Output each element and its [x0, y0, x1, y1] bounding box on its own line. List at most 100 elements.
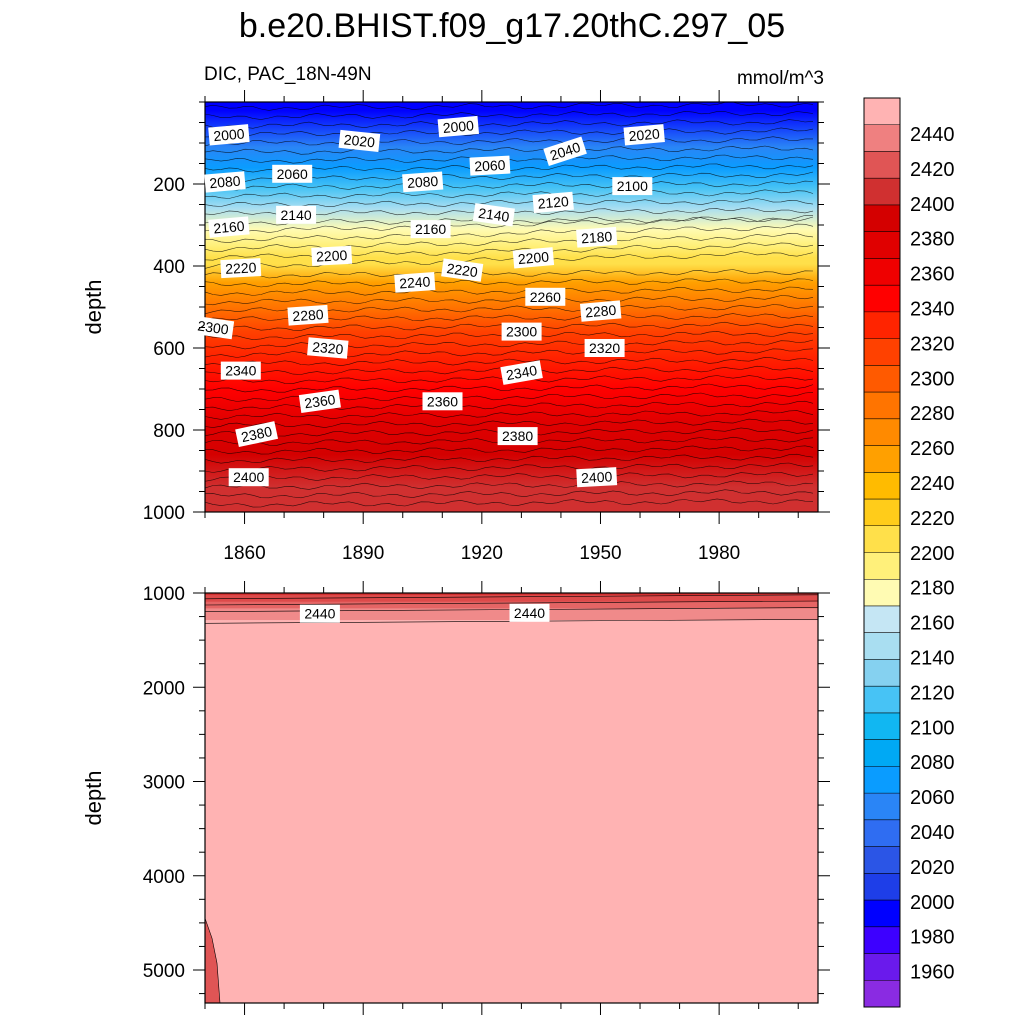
contour-label: 2000 [208, 124, 250, 146]
contour-label-box [579, 300, 622, 322]
contour-label: 2180 [576, 226, 618, 248]
units-label: mmol/m^3 [736, 68, 824, 89]
colorbar-label: 2180 [910, 578, 955, 600]
lower-band [205, 595, 818, 602]
lower-band [205, 593, 818, 596]
contour-label: 2300 [501, 322, 542, 341]
contour-line [205, 445, 814, 455]
y-axis-label: depth [81, 279, 106, 334]
colorbar-swatch [864, 766, 900, 794]
contour-line [205, 110, 814, 120]
colorbar-label: 2440 [910, 124, 955, 146]
contour-label-box [543, 136, 587, 166]
colorbar-swatch [864, 552, 900, 580]
colorbar-swatch [864, 980, 900, 1008]
y-tick-label: 200 [153, 175, 185, 196]
colorbar-swatch [864, 392, 900, 420]
contour-line [205, 286, 814, 296]
contour-line [205, 223, 814, 244]
contour-label-box [576, 467, 618, 488]
contour-line [205, 472, 814, 482]
colorbar-swatch [864, 793, 900, 821]
contour-line [205, 251, 814, 269]
contour-label-box [307, 337, 349, 359]
variable-region-label: DIC, PAC_18N-49N [204, 64, 372, 85]
contour-line [205, 127, 814, 138]
colorbar-label: 2120 [910, 682, 955, 704]
colorbar-swatch [864, 204, 900, 232]
contour-label-text: 2200 [316, 247, 348, 265]
contour-label-box [220, 258, 262, 279]
contour-label-text: 2140 [477, 205, 510, 225]
contour-label: 2060 [469, 155, 511, 176]
contour-label-text: 2020 [628, 125, 661, 144]
contour-label: 2140 [276, 205, 317, 224]
x-tick-label: 1950 [579, 543, 621, 564]
colorbar-label: 2240 [910, 473, 955, 495]
y-axis-label: depth [81, 770, 106, 825]
contour-label: 2100 [612, 177, 653, 196]
contour-label-text: 2340 [505, 362, 539, 383]
colorbar-swatch [864, 953, 900, 981]
contour-label: 2320 [307, 337, 349, 359]
colorbar-swatch [864, 311, 900, 339]
contour-label-box [208, 216, 250, 238]
colorbar-swatch [864, 686, 900, 714]
contour-label-box [276, 205, 317, 224]
contour-line [205, 145, 814, 155]
colorbar-label: 1980 [910, 927, 955, 949]
colorbar-label: 1960 [910, 962, 955, 984]
colorbar-swatch [864, 338, 900, 366]
colorbar-label: 2040 [910, 822, 955, 844]
y-tick-label: 800 [153, 421, 185, 442]
contour-label-box [623, 124, 665, 146]
contour-label-text: 2140 [281, 207, 312, 223]
contour-label: 2080 [204, 171, 246, 193]
contour-label-text: 2000 [213, 125, 246, 144]
contour-label-text: 2440 [514, 605, 545, 621]
y-tick-label: 5000 [143, 961, 185, 982]
y-tick-label: 4000 [143, 867, 185, 888]
contour-label-text: 2120 [537, 193, 570, 212]
colorbar-swatch [864, 98, 900, 126]
contour-line [205, 119, 814, 129]
colorbar-swatch [864, 846, 900, 874]
contour-label-text: 2400 [233, 469, 264, 485]
colorbar-swatch [864, 926, 900, 954]
x-tick-label: 1920 [461, 543, 503, 564]
contour-line [205, 480, 814, 490]
y-tick-label: 2000 [143, 678, 185, 699]
contour-label-text: 2300 [197, 317, 230, 337]
contour-label-box [192, 315, 235, 340]
colorbar-label: 2340 [910, 299, 955, 321]
contour-line [205, 453, 814, 464]
contour-line [205, 498, 814, 508]
colorbar-swatch [864, 499, 900, 527]
contour-label-text: 2360 [427, 393, 458, 409]
y-tick-label: 1000 [143, 503, 185, 524]
contour-line [205, 215, 813, 234]
colorbar-swatch [864, 579, 900, 607]
contour-label-box [410, 220, 451, 239]
y-tick-label: 3000 [143, 773, 185, 794]
contour-line [205, 269, 814, 279]
colorbar-swatch [864, 659, 900, 687]
colorbar-swatch [864, 605, 900, 634]
colorbar-label: 2200 [910, 543, 955, 565]
colorbar-label: 2280 [910, 403, 955, 425]
contour-label-box [338, 129, 381, 152]
contour-label: 2280 [287, 304, 329, 326]
contour-line [205, 232, 814, 253]
contour-label-box [299, 604, 340, 623]
contour-label-box [298, 389, 341, 413]
colorbar-label: 2080 [910, 752, 955, 774]
contour-line [204, 594, 819, 600]
colorbar-label: 2400 [910, 194, 955, 216]
colorbar-swatch [864, 124, 900, 152]
colorbar-swatch [864, 365, 900, 393]
colorbar-label: 2060 [910, 787, 955, 809]
contour-label: 2380 [497, 427, 538, 446]
contour-label: 2360 [422, 392, 463, 411]
colorbar-swatch [864, 258, 900, 286]
colorbar-swatch [864, 739, 900, 767]
